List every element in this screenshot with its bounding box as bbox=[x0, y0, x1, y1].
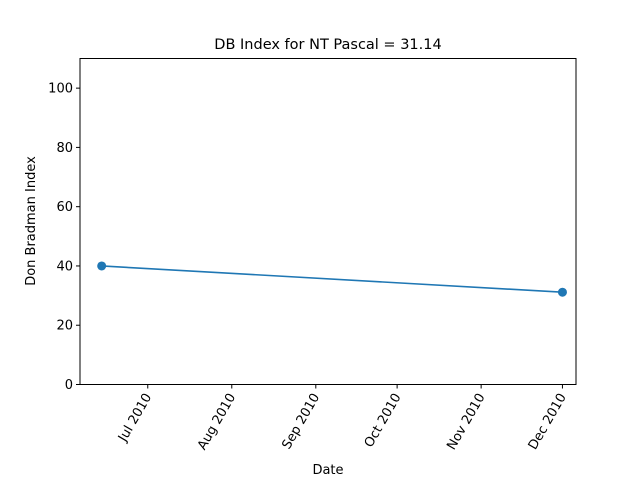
series-line bbox=[101, 265, 563, 294]
y-tick-label: 80 bbox=[56, 141, 73, 156]
data-point bbox=[557, 287, 567, 297]
y-tick-label: 60 bbox=[56, 200, 73, 215]
y-tick-label: 100 bbox=[48, 82, 73, 97]
plot-area bbox=[97, 261, 567, 297]
x-tick-label: Aug 2010 bbox=[195, 391, 239, 453]
x-tick-label: Nov 2010 bbox=[444, 391, 488, 453]
x-tick-label: Oct 2010 bbox=[362, 391, 405, 450]
data-point bbox=[97, 261, 107, 271]
x-tick-label: Sep 2010 bbox=[279, 391, 323, 452]
y-tick-label: 20 bbox=[56, 319, 73, 334]
y-tick-label: 0 bbox=[65, 378, 73, 393]
chart-title: DB Index for NT Pascal = 31.14 bbox=[214, 37, 441, 53]
y-axis: 0 20 40 60 80 100 bbox=[48, 82, 80, 393]
x-axis-label: Date bbox=[312, 463, 343, 478]
y-axis-label: Don Bradman Index bbox=[24, 156, 39, 286]
x-axis: Jul 2010 Aug 2010 Sep 2010 Oct 2010 Nov 2010… bbox=[115, 384, 570, 453]
x-tick-label: Jul 2010 bbox=[115, 391, 155, 445]
y-tick-label: 40 bbox=[56, 259, 73, 274]
x-tick-label: Dec 2010 bbox=[526, 391, 570, 453]
plot-frame bbox=[79, 58, 577, 385]
